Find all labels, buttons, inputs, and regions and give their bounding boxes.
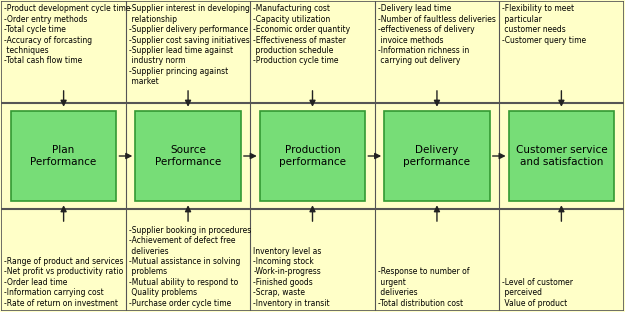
Text: -Range of product and services
-Net profit vs productivity ratio
-Order lead tim: -Range of product and services -Net prof… xyxy=(4,257,124,308)
Text: Plan
Performance: Plan Performance xyxy=(31,145,97,167)
Bar xyxy=(384,111,490,201)
Text: Customer service
and satisfaction: Customer service and satisfaction xyxy=(516,145,608,167)
Text: -Response to number of
 urgent
 deliveries
-Total distribution cost: -Response to number of urgent deliveries… xyxy=(378,267,469,308)
Text: -Level of customer
 perceived
 Value of product: -Level of customer perceived Value of pr… xyxy=(503,278,573,308)
Text: -Manufacturing cost
-Capacity utilization
-Economic order quantity
-Effectivenes: -Manufacturing cost -Capacity utilizatio… xyxy=(253,4,351,66)
Bar xyxy=(259,111,366,201)
Text: -Supplier interest in developing
 relationship
-Supplier delivery performance
-S: -Supplier interest in developing relatio… xyxy=(129,4,250,86)
Text: -Flexibility to meet
 particular
 customer needs
-Customer query time: -Flexibility to meet particular customer… xyxy=(503,4,586,45)
Text: Delivery
performance: Delivery performance xyxy=(404,145,471,167)
Text: -Product development cycle time
-Order entry methods
-Total cycle time
-Accuracy: -Product development cycle time -Order e… xyxy=(4,4,131,66)
Text: -Delivery lead time
-Number of faultless deliveries
-effectiveness of delivery
 : -Delivery lead time -Number of faultless… xyxy=(378,4,496,66)
Text: Source
Performance: Source Performance xyxy=(155,145,221,167)
Bar xyxy=(135,111,241,201)
Text: Inventory level as
-Incoming stock
-Work-in-progress
-Finished goods
-Scrap, was: Inventory level as -Incoming stock -Work… xyxy=(253,246,330,308)
Text: -Supplier booking in procedures
-Achievement of defect free
 deliveries
-Mutual : -Supplier booking in procedures -Achieve… xyxy=(129,226,251,308)
Text: Production
performance: Production performance xyxy=(279,145,346,167)
Bar xyxy=(509,111,614,201)
Bar xyxy=(11,111,116,201)
